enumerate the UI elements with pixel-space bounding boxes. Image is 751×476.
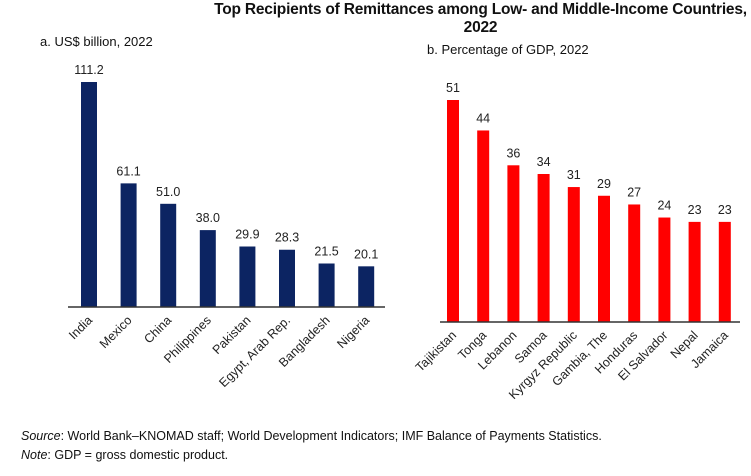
data-label: 111.2 xyxy=(74,63,103,77)
data-label: 28.3 xyxy=(275,231,299,245)
bar-b-6 xyxy=(628,204,641,322)
bar-b-3 xyxy=(537,174,550,322)
gdp-note: Note: GDP = gross domestic product. xyxy=(21,448,228,462)
bar-b-8 xyxy=(688,221,701,322)
bar-a-1 xyxy=(120,183,137,307)
source-label: Source xyxy=(21,429,61,443)
data-label: 38.0 xyxy=(196,211,220,225)
note-text: : GDP = gross domestic product. xyxy=(47,448,229,462)
bar-b-1 xyxy=(477,130,490,322)
source-note: Source: World Bank–KNOMAD staff; World D… xyxy=(21,429,602,443)
data-label: 34 xyxy=(537,155,551,169)
bar-b-2 xyxy=(507,165,520,322)
data-label: 44 xyxy=(476,111,490,125)
category-label: Tajikistan xyxy=(413,328,459,374)
panel-a-title: a. US$ billion, 2022 xyxy=(40,34,153,49)
bar-b-7 xyxy=(658,217,671,322)
category-label: China xyxy=(141,313,174,346)
bar-a-4 xyxy=(239,246,256,307)
bar-a-0 xyxy=(81,82,97,307)
data-label: 51 xyxy=(446,81,460,95)
category-label: Mexico xyxy=(97,313,135,351)
data-label: 20.1 xyxy=(354,247,378,261)
data-label: 51.0 xyxy=(156,185,180,199)
data-label: 29 xyxy=(597,177,611,191)
bar-a-3 xyxy=(199,230,216,307)
data-label: 21.5 xyxy=(314,244,338,258)
data-label: 23 xyxy=(688,203,702,217)
data-label: 27 xyxy=(627,185,641,199)
note-label: Note xyxy=(21,448,48,462)
data-label: 24 xyxy=(657,199,671,213)
category-label: India xyxy=(66,313,95,342)
data-label: 29.9 xyxy=(235,228,259,242)
bar-a-6 xyxy=(318,263,335,307)
bar-b-0 xyxy=(447,100,459,322)
bar-b-4 xyxy=(567,187,580,322)
bar-b-9 xyxy=(718,221,731,322)
bar-a-5 xyxy=(279,249,295,307)
data-label: 23 xyxy=(718,203,732,217)
panel-b-title: b. Percentage of GDP, 2022 xyxy=(427,42,589,57)
chart-title: Top Recipients of Remittances among Low-… xyxy=(214,1,747,36)
data-label: 36 xyxy=(506,146,520,160)
bar-a-2 xyxy=(160,203,177,307)
bar-b-5 xyxy=(598,195,610,322)
category-label: Nigeria xyxy=(334,313,372,351)
source-text: : World Bank–KNOMAD staff; World Develop… xyxy=(60,429,602,443)
bar-a-7 xyxy=(358,266,375,307)
category-label: Egypt, Arab Rep. xyxy=(216,313,293,390)
data-label: 61.1 xyxy=(116,164,140,178)
data-label: 31 xyxy=(567,168,581,182)
